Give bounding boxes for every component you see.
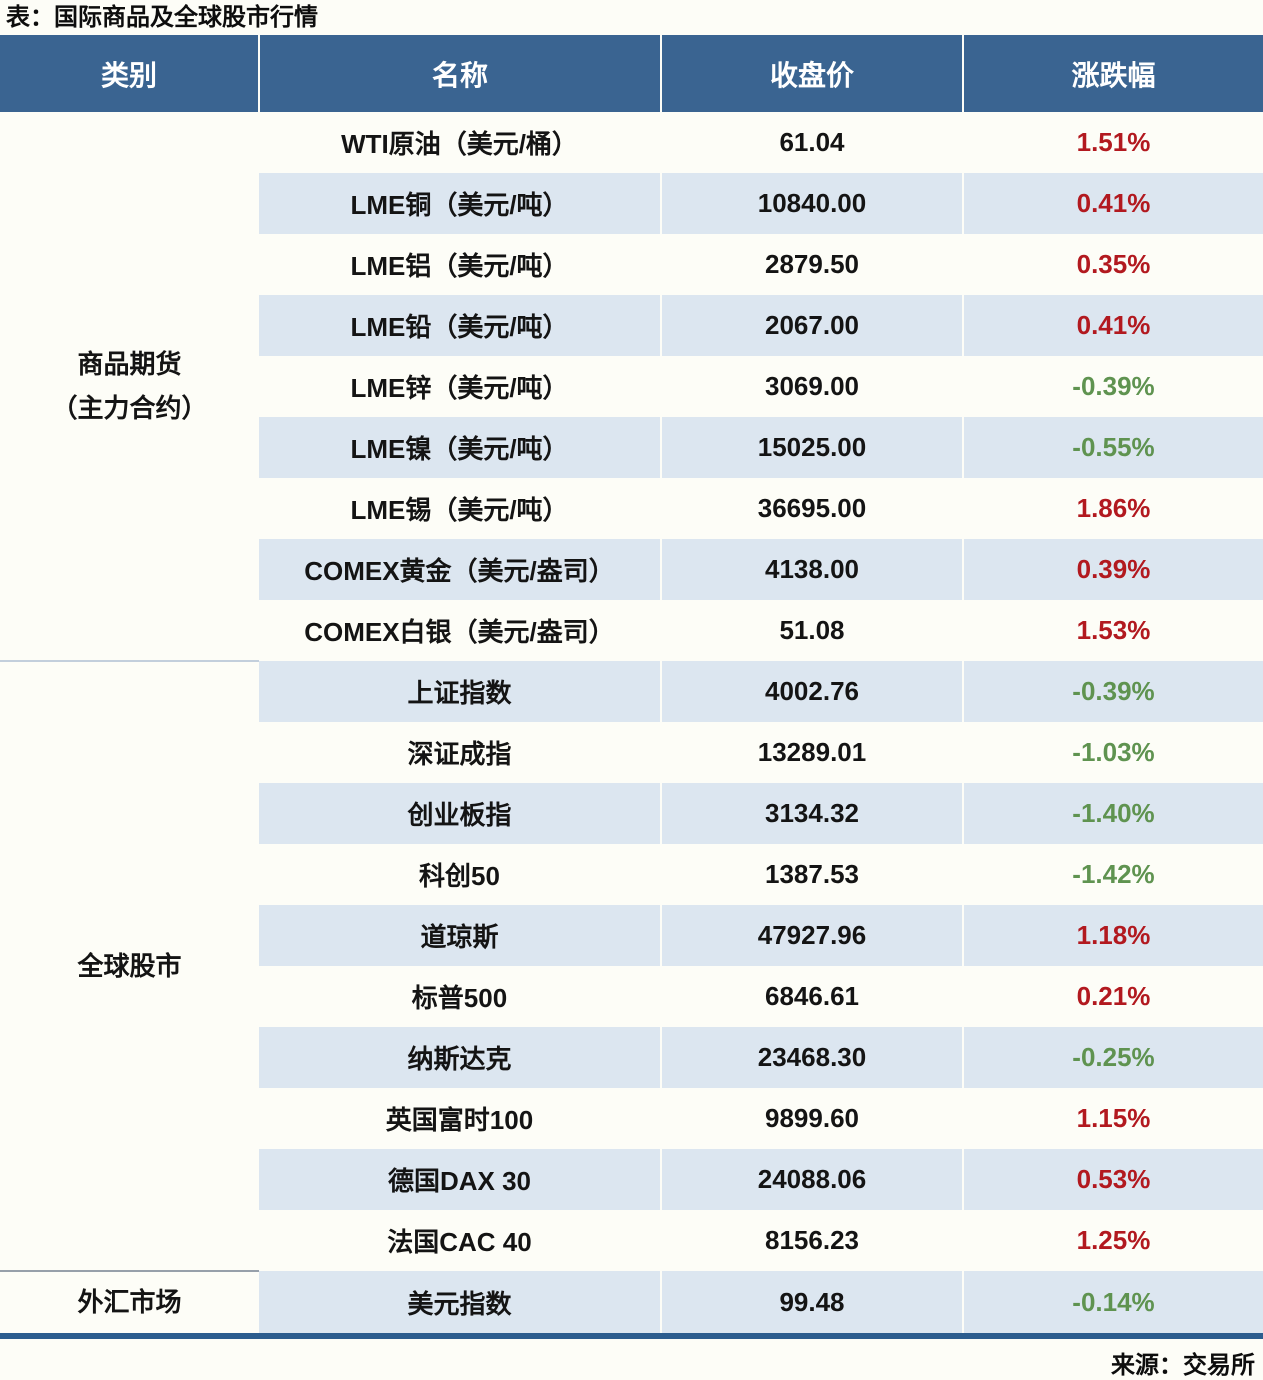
category-cell: 外汇市场 [0,1270,259,1336]
table-header: 类别 名称 收盘价 涨跌幅 [0,35,1263,112]
header-category: 类别 [0,35,260,112]
change-percent-cell: -0.39% [1072,371,1155,401]
change-percent-cell: 1.25% [1076,1225,1151,1255]
change-percent-cell: 1.51% [1076,127,1151,157]
name-cell: WTI原油（美元/桶） [259,112,662,173]
table-row: 标普500 6846.61 0.21% [0,966,1263,1027]
name-cell: 道琼斯 [259,905,662,966]
name-cell: COMEX黄金（美元/盎司） [259,539,662,600]
close-price-cell: 3069.00 [661,356,964,417]
close-price-cell: 9899.60 [661,1088,964,1149]
table-row: LME锌（美元/吨） 3069.00 -0.39% [0,356,1263,417]
name-cell: LME锡（美元/吨） [259,478,662,539]
table-row: 德国DAX 30 24088.06 0.53% [0,1149,1263,1210]
name-cell: 创业板指 [259,783,662,844]
page-title: 表：国际商品及全球股市行情 [6,4,318,31]
change-percent-cell: -0.55% [963,417,1263,478]
change-percent-cell: 1.15% [1076,1103,1151,1133]
close-price-cell: 2879.50 [661,234,964,295]
table-row: 英国富时100 9899.60 1.15% [0,1088,1263,1149]
close-price-cell: 3134.32 [661,783,964,844]
table-row: 纳斯达克 23468.30 -0.25% [0,1027,1263,1088]
category-cell: 全球股市 [0,660,259,1271]
change-percent-cell: 0.41% [963,173,1263,234]
name-cell: LME铅（美元/吨） [259,295,662,356]
close-price-cell: 4138.00 [661,539,964,600]
name-cell: 科创50 [259,844,662,905]
category-label-line: 全球股市 [77,950,182,981]
change-percent-cell: -1.40% [963,783,1263,844]
close-price-cell: 47927.96 [661,905,964,966]
close-price-cell: 4002.76 [661,661,964,722]
change-percent-cell: -0.14% [963,1271,1263,1336]
close-price-cell: 23468.30 [661,1027,964,1088]
name-cell: 上证指数 [259,661,662,722]
close-price-cell: 99.48 [661,1271,964,1336]
name-cell: 德国DAX 30 [259,1149,662,1210]
header-name: 名称 [259,35,662,112]
change-percent-cell: 0.39% [963,539,1263,600]
change-percent-cell: 0.35% [1076,249,1151,279]
name-cell: 纳斯达克 [259,1027,662,1088]
name-cell: LME锌（美元/吨） [259,356,662,417]
table-row: 深证成指 13289.01 -1.03% [0,722,1263,783]
table-row: LME铅（美元/吨） 2067.00 0.41% [0,295,1263,356]
name-cell: 美元指数 [259,1271,662,1336]
change-percent-cell: 0.21% [1076,981,1151,1011]
close-price-cell: 1387.53 [661,844,964,905]
table-row: COMEX黄金（美元/盎司） 4138.00 0.39% [0,539,1263,600]
name-cell: COMEX白银（美元/盎司） [259,600,662,661]
close-price-cell: 13289.01 [661,722,964,783]
source-label: 来源：交易所 [1111,1352,1255,1379]
name-cell: 法国CAC 40 [259,1210,662,1271]
change-percent-cell: 1.53% [1076,615,1151,645]
name-cell: LME镍（美元/吨） [259,417,662,478]
close-price-cell: 36695.00 [661,478,964,539]
close-price-cell: 15025.00 [661,417,964,478]
change-percent-cell: 0.53% [963,1149,1263,1210]
header-change: 涨跌幅 [963,35,1263,112]
close-price-cell: 51.08 [661,600,964,661]
table-row: LME铝（美元/吨） 2879.50 0.35% [0,234,1263,295]
change-percent-cell: -1.42% [1072,859,1155,889]
close-price-cell: 10840.00 [661,173,964,234]
header-row: 类别 名称 收盘价 涨跌幅 [0,35,1263,112]
category-cell: 商品期货 （主力合约） [0,112,259,661]
name-cell: 英国富时100 [259,1088,662,1149]
table-row: 科创50 1387.53 -1.42% [0,844,1263,905]
name-cell: LME铜（美元/吨） [259,173,662,234]
table-body: 商品期货 （主力合约） WTI原油（美元/桶） 61.04 1.51% LME铜（美元/吨… [0,112,1263,1336]
change-percent-cell: -0.39% [963,661,1263,722]
category-label-line: 外汇市场 [77,1287,182,1318]
name-cell: 标普500 [259,966,662,1027]
table-row: LME铜（美元/吨） 10840.00 0.41% [0,173,1263,234]
close-price-cell: 61.04 [661,112,964,173]
change-percent-cell: 1.18% [963,905,1263,966]
close-price-cell: 6846.61 [661,966,964,1027]
table-row: 创业板指 3134.32 -1.40% [0,783,1263,844]
table-row: 商品期货 （主力合约） WTI原油（美元/桶） 61.04 1.51% [0,112,1263,661]
close-price-cell: 8156.23 [661,1210,964,1271]
market-table: 类别 名称 收盘价 涨跌幅 商品期货 （主力合约） WTI原油（美元/桶） 61.04… [0,35,1263,1339]
table-row: 全球股市 上证指数 4002.76 -0.39% [0,660,1263,1271]
name-cell: 深证成指 [259,722,662,783]
category-label-line: （主力合约） [51,393,208,423]
name-cell: LME铝（美元/吨） [259,234,662,295]
table-row: LME锡（美元/吨） 36695.00 1.86% [0,478,1263,539]
table-row: 法国CAC 40 8156.23 1.25% [0,1210,1263,1271]
header-close: 收盘价 [661,35,964,112]
change-percent-cell: -0.25% [963,1027,1263,1088]
change-percent-cell: 0.41% [963,295,1263,356]
change-percent-cell: -1.03% [1072,737,1155,767]
table-row: 道琼斯 47927.96 1.18% [0,905,1263,966]
table-row: LME镍（美元/吨） 15025.00 -0.55% [0,417,1263,478]
category-label-line: 商品期货 [77,348,182,379]
close-price-cell: 2067.00 [661,295,964,356]
change-percent-cell: 1.86% [1076,493,1151,523]
table-row: 外汇市场 美元指数 99.48 -0.14% [0,1270,1263,1336]
table-row: COMEX白银（美元/盎司） 51.08 1.53% [0,600,1263,661]
close-price-cell: 24088.06 [661,1149,964,1210]
